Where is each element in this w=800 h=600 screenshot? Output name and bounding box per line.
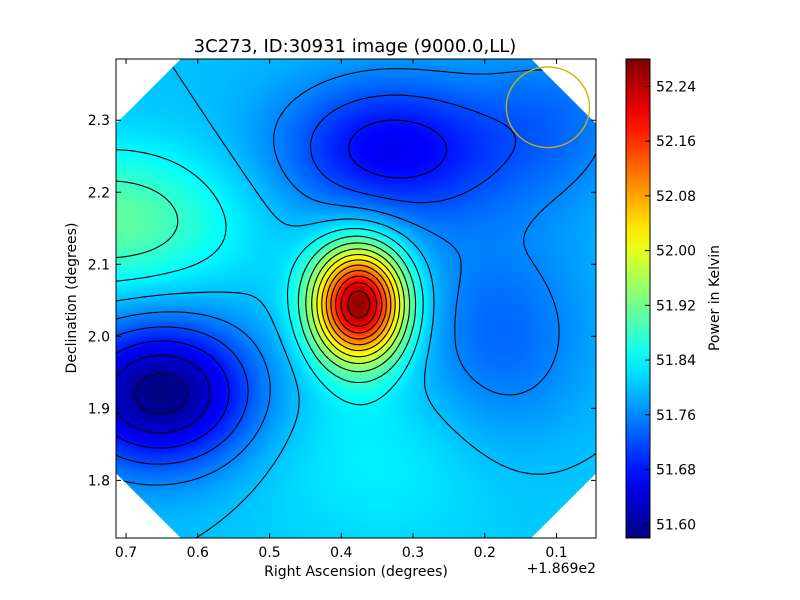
contour-level-2 (116, 119, 448, 449)
contour-level-13 (330, 270, 387, 340)
y-tick-label: 1.8 (88, 473, 110, 489)
colorbar (625, 58, 651, 539)
contour-level-6 (116, 149, 424, 406)
colorbar-tick-label: 52.00 (656, 244, 696, 260)
contour-level-9 (311, 248, 405, 365)
contour-level-15 (340, 282, 378, 327)
contour-level-11 (321, 259, 396, 352)
contour-lines (116, 59, 596, 538)
contour-level-10 (316, 253, 401, 358)
x-tick-label: 0.4 (330, 545, 352, 561)
x-tick-label: 0.6 (187, 545, 209, 561)
colorbar-label: Power in Kelvin (707, 245, 723, 351)
heatmap-image (116, 59, 596, 538)
colorbar-tick-label: 52.16 (656, 134, 696, 150)
contour-level-0 (134, 373, 188, 415)
contour-level-12 (325, 264, 392, 346)
colorbar-tick-label: 51.84 (656, 353, 696, 369)
y-tick-label: 2.0 (88, 329, 110, 345)
x-tick-label: 0.3 (402, 545, 424, 561)
contour-level-7 (116, 180, 417, 384)
colorbar-tick-label: 52.24 (656, 79, 696, 95)
y-tick-label: 2.3 (88, 113, 110, 129)
colorbar-tick-label: 51.92 (656, 298, 696, 314)
y-tick-label: 2.2 (88, 185, 110, 201)
colorbar-ticks: 51.60 51.68 51.76 51.84 51.92 52.00 52.08 52.16… (645, 79, 696, 533)
x-axis-label: Right Ascension (degrees) (264, 564, 448, 580)
contour-level-16 (347, 290, 371, 319)
contour-level-1 (116, 354, 211, 434)
heatmap (116, 59, 596, 538)
x-axis-ticks: 0.7 0.6 0.5 0.4 0.3 0.2 0.1 (115, 59, 568, 561)
contour-level-8 (305, 242, 411, 373)
colorbar-tick-label: 51.68 (656, 463, 696, 479)
y-tick-label: 1.9 (88, 401, 110, 417)
chart-title: 3C273, ID:30931 image (9000.0,LL) (194, 36, 517, 57)
y-axis-label: Declination (degrees) (64, 223, 80, 374)
x-tick-label: 0.2 (474, 545, 496, 561)
x-tick-label: 0.1 (545, 545, 567, 561)
colorbar-tick-label: 51.76 (656, 408, 696, 424)
beam-ellipse (505, 66, 591, 149)
colorbar-tick-label: 52.08 (656, 189, 696, 205)
x-offset-label: +1.869e2 (527, 561, 596, 577)
x-tick-label: 0.7 (115, 545, 137, 561)
contour-level-14 (335, 275, 383, 334)
plot-frame (115, 58, 597, 539)
y-axis-ticks: 1.8 1.9 2.0 2.1 2.2 2.3 (88, 113, 596, 489)
x-tick-label: 0.5 (258, 545, 280, 561)
contour-level-3 (116, 94, 517, 465)
y-tick-label: 2.1 (88, 257, 110, 273)
colorbar-tick-label: 51.60 (656, 517, 696, 533)
